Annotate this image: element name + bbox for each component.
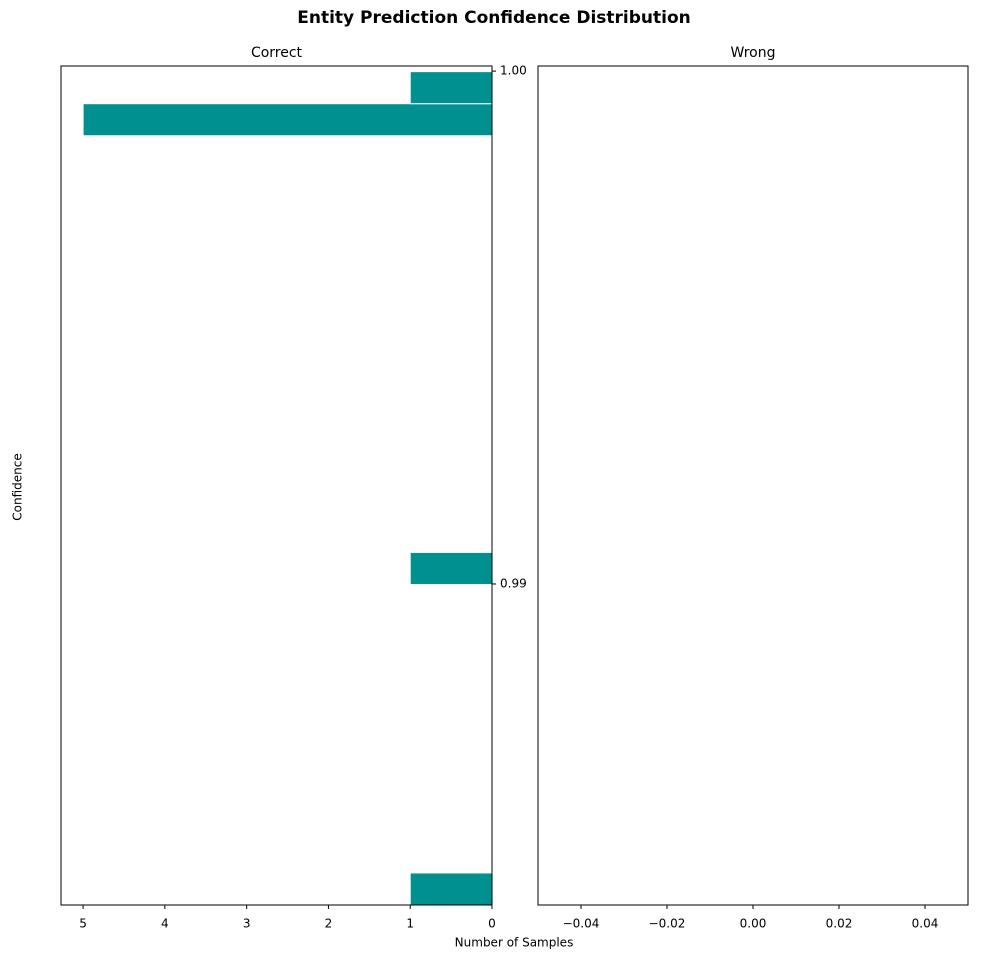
bar	[409, 551, 493, 585]
bar	[82, 103, 493, 137]
x-tick-label: 0.00	[740, 917, 767, 931]
y-axis-label: Confidence	[11, 453, 25, 520]
bar	[409, 872, 493, 906]
chart-title: Entity Prediction Confidence Distributio…	[297, 8, 690, 28]
y-tick-label: 1.00	[500, 64, 527, 78]
y-tick-label: 0.99	[500, 576, 527, 590]
x-tick-label: −0.04	[563, 917, 600, 931]
x-tick-label: 3	[243, 917, 251, 931]
x-tick-label: 2	[325, 917, 333, 931]
panel-title: Correct	[251, 45, 303, 61]
x-tick-label: 0.02	[826, 917, 853, 931]
x-tick-label: 0	[488, 917, 496, 931]
x-tick-label: −0.02	[649, 917, 686, 931]
bar	[409, 71, 493, 105]
x-axis-label: Number of Samples	[455, 936, 574, 950]
panel-title: Wrong	[731, 45, 776, 61]
plot-frame	[537, 65, 969, 906]
x-tick-label: 4	[161, 917, 169, 931]
x-tick-label: 1	[406, 917, 414, 931]
plot-frame	[60, 65, 493, 906]
x-tick-label: 5	[79, 917, 87, 931]
x-tick-label: 0.04	[912, 917, 939, 931]
